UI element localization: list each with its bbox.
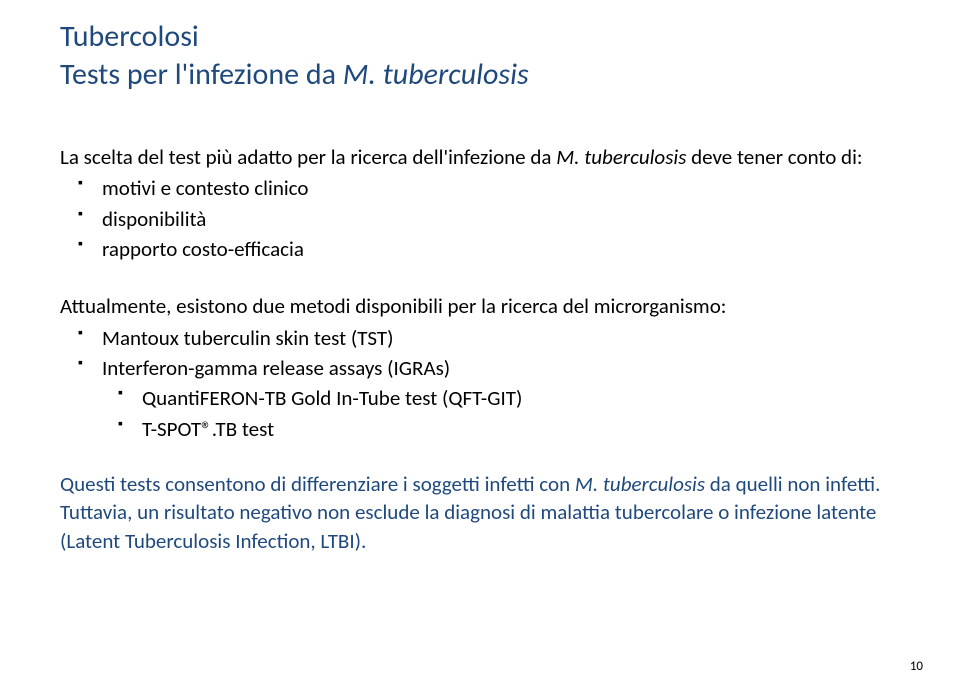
- lead-species: M. tuberculosis: [556, 144, 686, 170]
- footnote: Questi tests consentono di differenziare…: [60, 470, 899, 555]
- footnote-p1-suffix: da quelli non infetti.: [710, 471, 881, 497]
- methods-list: Mantoux tuberculin skin test (TST) Inter…: [60, 323, 899, 444]
- list-item: motivi e contesto clinico: [102, 173, 899, 203]
- list-item: disponibilità: [102, 204, 899, 234]
- footnote-p2: Tuttavia, un risultato negativo non escl…: [60, 499, 876, 553]
- list-item: T-SPOT®.TB test: [142, 414, 899, 444]
- list-item: rapporto costo-efficacia: [102, 234, 899, 264]
- list-item: Mantoux tuberculin skin test (TST): [102, 323, 899, 353]
- list-item: QuantiFERON-TB Gold In-Tube test (QFT-GI…: [142, 383, 899, 413]
- title-line-2: Tests per l'infezione da M. tuberculosis: [60, 56, 899, 94]
- lead-prefix: La scelta del test più adatto per la ric…: [60, 144, 556, 170]
- document-page: Tubercolosi Tests per l'infezione da M. …: [0, 0, 959, 686]
- title-line-1: Tubercolosi: [60, 18, 899, 56]
- lead-paragraph: La scelta del test più adatto per la ric…: [60, 143, 899, 171]
- criteria-list: motivi e contesto clinico disponibilità …: [60, 173, 899, 264]
- footnote-species: M. tuberculosis: [575, 471, 710, 497]
- footnote-p1: Questi tests consentono di differenziare…: [60, 471, 575, 497]
- page-number: 10: [910, 659, 923, 674]
- list-item: Interferon-gamma release assays (IGRAs): [102, 353, 899, 383]
- methods-intro: Attualmente, esistono due metodi disponi…: [60, 292, 899, 320]
- title-prefix: Tests per l'infezione da: [60, 56, 343, 93]
- lead-suffix: deve tener conto di:: [686, 144, 862, 170]
- title-species: M. tuberculosis: [343, 56, 529, 93]
